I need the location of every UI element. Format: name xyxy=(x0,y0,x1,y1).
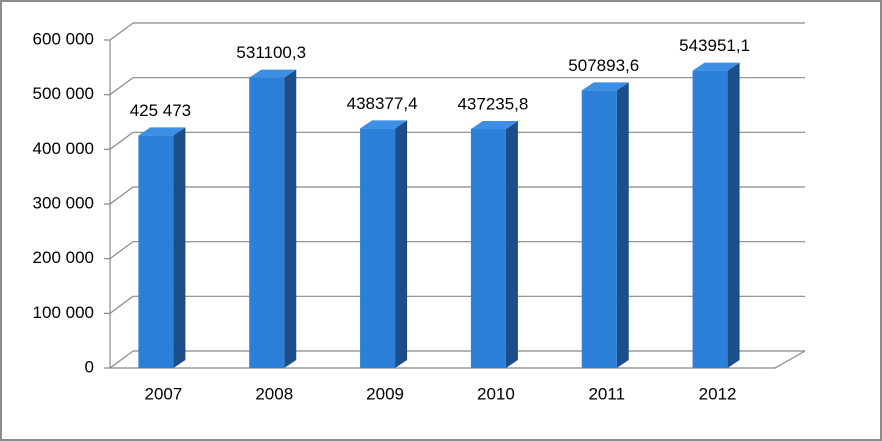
x-tick-label: 2008 xyxy=(255,384,293,403)
value-label: 507893,6 xyxy=(568,56,639,75)
bar xyxy=(581,82,629,368)
grid-line xyxy=(109,350,805,369)
bar-front xyxy=(692,70,728,368)
bar-top xyxy=(138,127,186,136)
grid-line xyxy=(109,186,805,205)
grid-line xyxy=(109,241,805,260)
bar-side xyxy=(616,82,629,368)
value-label: 425 473 xyxy=(130,101,191,120)
bar-front xyxy=(470,128,506,368)
floor-edge xyxy=(110,350,806,369)
y-tick-label: 200 000 xyxy=(33,248,94,267)
bar-top xyxy=(581,82,629,91)
grid-line xyxy=(109,131,805,150)
value-label: 531100,3 xyxy=(236,43,306,62)
bar-top xyxy=(692,62,740,71)
bar-side xyxy=(395,120,408,368)
value-label: 438377,4 xyxy=(347,94,418,113)
y-tick-label: 500 000 xyxy=(33,84,94,103)
bar-front xyxy=(581,90,617,368)
bar-front xyxy=(249,77,285,369)
bar-side xyxy=(284,69,297,369)
bar xyxy=(360,120,408,368)
x-tick-label: 2009 xyxy=(366,384,404,403)
value-label: 543951,1 xyxy=(679,36,750,55)
x-tick-label: 2012 xyxy=(699,384,737,403)
bar-side xyxy=(505,120,518,369)
y-tick-label: 100 000 xyxy=(33,303,94,322)
bar-top xyxy=(249,69,297,78)
x-tick-label: 2010 xyxy=(477,384,515,403)
bar xyxy=(138,127,186,368)
bar-top xyxy=(470,120,518,129)
y-tick-label: 300 000 xyxy=(33,193,94,212)
x-tick-label: 2011 xyxy=(588,384,625,403)
y-tick-label: 0 xyxy=(85,357,94,376)
grid-line xyxy=(109,295,805,314)
bar-side xyxy=(173,127,186,368)
grid-line xyxy=(109,77,805,96)
x-tick-label: 2007 xyxy=(145,384,183,403)
bar-side xyxy=(727,62,740,368)
y-tick-label: 400 000 xyxy=(33,139,94,158)
grid-line xyxy=(109,22,805,41)
bar xyxy=(692,62,740,368)
bar-top xyxy=(360,120,408,129)
bar xyxy=(470,120,518,369)
bar-front xyxy=(360,128,396,368)
y-tick-label: 600 000 xyxy=(33,29,94,48)
bar xyxy=(249,69,297,369)
bar-front xyxy=(138,135,174,368)
value-label: 437235,8 xyxy=(457,94,528,113)
